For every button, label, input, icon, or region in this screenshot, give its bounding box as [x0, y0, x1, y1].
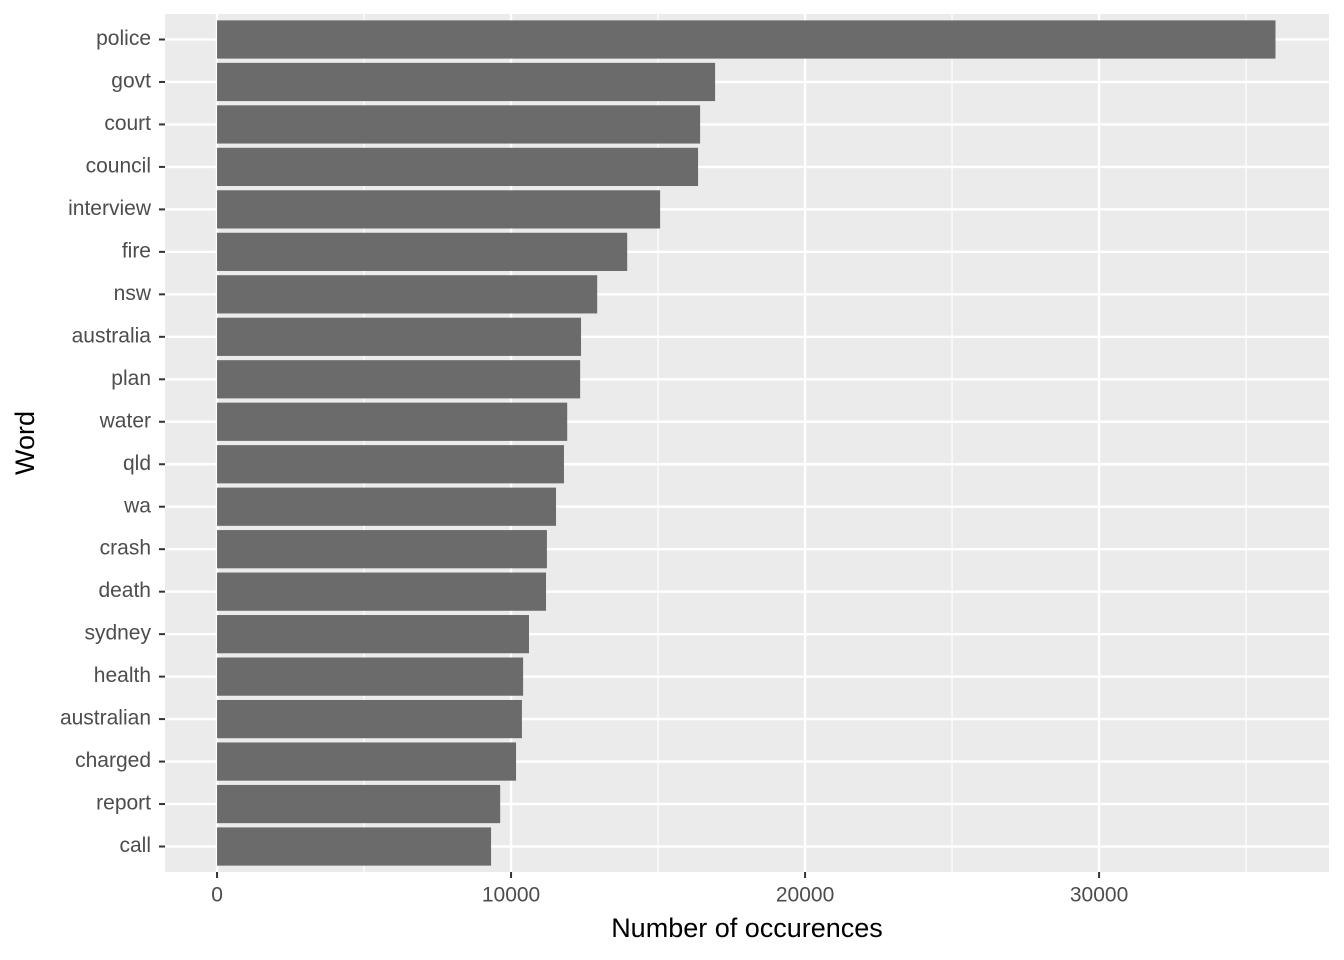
- y-tick-label: qld: [123, 452, 151, 475]
- y-tick-label: call: [119, 834, 151, 857]
- y-tick-label: wa: [123, 494, 151, 517]
- bar: [217, 530, 547, 569]
- bar: [217, 317, 582, 356]
- y-tick-label: nsw: [114, 282, 152, 305]
- y-tick-label: plan: [111, 367, 151, 390]
- bar: [217, 827, 492, 866]
- y-tick-label: report: [96, 792, 151, 815]
- x-tick-label: 20000: [776, 884, 834, 907]
- bar: [217, 62, 716, 102]
- y-tick-label: water: [99, 409, 151, 432]
- y-tick-label: court: [104, 112, 151, 135]
- bar: [217, 445, 564, 484]
- bar: [217, 147, 699, 187]
- bar: [217, 784, 501, 824]
- x-tick-label: 10000: [482, 884, 540, 907]
- bar: [217, 402, 568, 441]
- x-tick-label: 30000: [1070, 884, 1128, 907]
- bar: [217, 657, 524, 696]
- bar: [217, 742, 517, 781]
- bar: [217, 699, 522, 739]
- bar: [217, 232, 628, 271]
- bar: [217, 190, 661, 229]
- x-axis-title: Number of occurences: [611, 913, 883, 943]
- bar: [217, 360, 581, 399]
- bar: [217, 572, 547, 611]
- y-tick-label: council: [86, 154, 151, 177]
- y-tick-label: interview: [68, 197, 152, 220]
- y-tick-label: fire: [122, 239, 151, 262]
- bar: [217, 615, 529, 654]
- y-tick-label: australian: [60, 707, 151, 730]
- bar: [217, 487, 557, 526]
- y-tick-label: govt: [111, 70, 151, 93]
- y-tick-label: death: [98, 579, 151, 602]
- y-tick-label: police: [96, 27, 151, 50]
- y-tick-label: charged: [75, 749, 151, 772]
- y-tick-label: sydney: [84, 622, 151, 645]
- bar: [217, 20, 1276, 59]
- bar: [217, 105, 701, 144]
- x-tick-label: 0: [211, 884, 223, 907]
- y-tick-label: australia: [72, 324, 152, 347]
- bar: [217, 275, 598, 314]
- y-tick-label: crash: [100, 537, 151, 560]
- y-axis-title: Word: [10, 411, 40, 475]
- y-tick-label: health: [94, 664, 151, 687]
